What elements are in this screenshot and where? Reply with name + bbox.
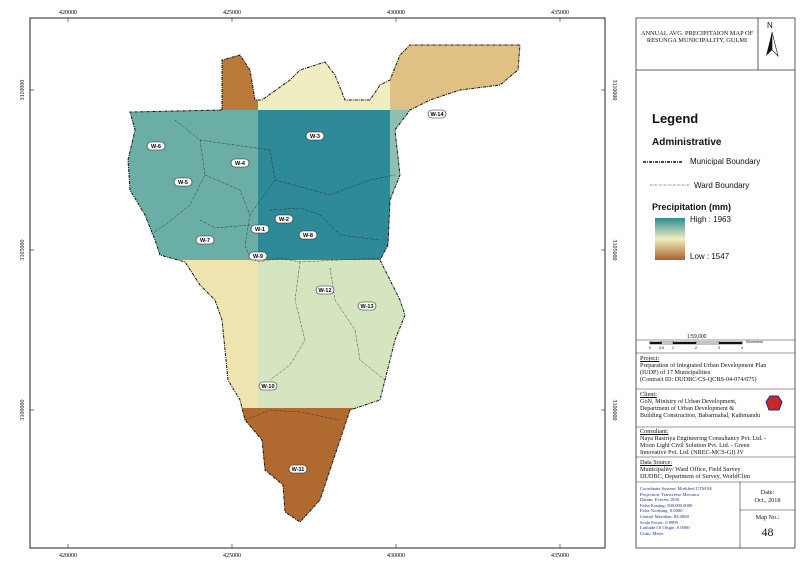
ward-badge [274, 214, 294, 224]
block-label: Client: [640, 391, 657, 398]
ward-badge [288, 464, 308, 474]
scale-segment [650, 342, 662, 344]
block-text: Naya Rastriya Engineering Consultancy Pv… [640, 435, 767, 442]
block-label: Consultant: [640, 428, 669, 435]
grid-label: 3110000 [611, 80, 617, 101]
grid-label: 425000 [223, 10, 241, 16]
coordinate-line: Coordinate System: Modified UTM 84 [640, 486, 712, 491]
ward-label: W-9 [253, 254, 263, 260]
ward-badge [248, 251, 268, 261]
grid-label: 430000 [387, 10, 405, 16]
coordinate-line: Latitude Of Origin: 0.0000 [640, 525, 690, 531]
panel-frame [635, 17, 796, 549]
ward-label: W-12 [318, 288, 331, 294]
legend-label: High : 1963 [690, 215, 731, 224]
ward-badge [357, 301, 377, 311]
ward-badge [230, 158, 250, 168]
date-value: Oct., 2018 [754, 497, 781, 504]
grid-label: 425000 [223, 553, 241, 559]
scale-label: 4 [741, 346, 743, 350]
legend-label: Municipal Boundary [690, 157, 761, 166]
legend-title: Legend [652, 111, 699, 126]
grid-label: 3100000 [20, 400, 26, 421]
block-label: Data Source: [640, 459, 673, 466]
grid-label: 3100000 [611, 400, 617, 421]
ward-label: W-13 [360, 304, 373, 310]
map-no-value: 48 [761, 525, 774, 539]
scale-label: 3 [718, 346, 720, 350]
ward-label: W-5 [178, 180, 188, 186]
grid-label: 435000 [551, 10, 569, 16]
scale-label: 0.5 [659, 346, 664, 350]
nepal-emblem [765, 395, 783, 411]
coordinate-line: Datum: Everest 1830 [640, 497, 680, 503]
ward-badge [146, 141, 166, 151]
ward-label: W-7 [200, 238, 210, 244]
ward-badge [305, 131, 325, 141]
precipitation-ramp [655, 218, 685, 260]
legend-heading: Precipitation (mm) [652, 202, 732, 212]
ward-label: W-14 [430, 112, 444, 118]
coordinate-line: Central Meridian: 84.0000 [640, 513, 689, 519]
ward-label: W-4 [235, 161, 246, 167]
coordinate-line: Units: Meter [640, 530, 664, 536]
block-text: Preparation of Integrated Urban Developm… [640, 362, 767, 369]
grid-label: 3105000 [611, 240, 617, 261]
ward-label: W-6 [151, 144, 161, 150]
ward-label: W-10 [261, 384, 274, 390]
ward-badge [427, 109, 447, 119]
date-label: Date: [760, 489, 775, 496]
coordinate-system: Coordinate System: Modified UTM 84 Projec… [640, 486, 712, 536]
grid-label: 430000 [387, 553, 405, 559]
block-text: DUDBC, Department of Survey, WorldClim [640, 473, 751, 480]
map-no-label: Map No.: [755, 514, 780, 521]
coordinate-line: False Easting: 500,000.0000 [640, 502, 693, 508]
block-text: Department of Urban Development & [640, 405, 735, 412]
coordinate-line: Scale Factor: 0.9999 [640, 519, 678, 525]
ward-label: W-11 [292, 467, 305, 473]
block-label: Project: [640, 355, 660, 362]
ward-badge [258, 381, 278, 391]
ward-badge [173, 177, 193, 187]
grid-label: 3105000 [20, 240, 26, 261]
scale-segment [719, 342, 742, 344]
block-text: (Contract ID: DUDBC/CS-QCBS-04-074/075) [640, 376, 757, 383]
block-text: Municipality/ Ward Office, Field Survey [640, 466, 741, 473]
block-text: GoN, Ministry of Urban Development, [640, 398, 737, 405]
block-text: Innovative Pvt. Ltd. (NREC-MCS-GI) JV [640, 449, 744, 456]
scale-label: 2 [695, 346, 697, 350]
grid-label: 420000 [59, 553, 77, 559]
ward-badge [195, 235, 215, 245]
coordinate-line: Projection: Transverse Mercator [640, 491, 700, 497]
scale-segment [673, 342, 696, 344]
ward-label: W-3 [310, 134, 320, 140]
grid-label: 420000 [59, 10, 77, 16]
ward-label: W-2 [279, 217, 289, 223]
north-arrow [766, 31, 779, 57]
ward-badge [250, 224, 270, 234]
grid-label: 3110000 [20, 80, 26, 101]
map-title: ANNUAL AVG. PRECIPITAION MAP OF RESUNGA … [640, 30, 754, 45]
north-label: N [767, 21, 773, 30]
block-text: (IUDP) of 17 Municipalities [640, 369, 711, 376]
grid-label: 435000 [551, 553, 569, 559]
scale-unit: Kilometers [746, 340, 763, 344]
scale-ratio: 1:59,000 [687, 334, 707, 340]
legend-label: Ward Boundary [694, 181, 750, 190]
block-text: Building Construction, Babarmahal, Kathm… [640, 412, 761, 419]
legend-heading: Administrative [652, 137, 722, 148]
scale-label: 0 [649, 346, 651, 350]
legend-label: Low : 1547 [690, 252, 730, 261]
ward-badge [315, 285, 335, 295]
ward-label: W-8 [303, 233, 313, 239]
scale-label: 1 [672, 346, 674, 350]
ward-label: W-1 [255, 227, 265, 233]
coordinate-line: False Northing: 0.0000 [640, 508, 683, 514]
block-text: Moon Light Civil Solution Pvt. Ltd. - Gr… [640, 442, 750, 449]
ward-badge [298, 230, 318, 240]
